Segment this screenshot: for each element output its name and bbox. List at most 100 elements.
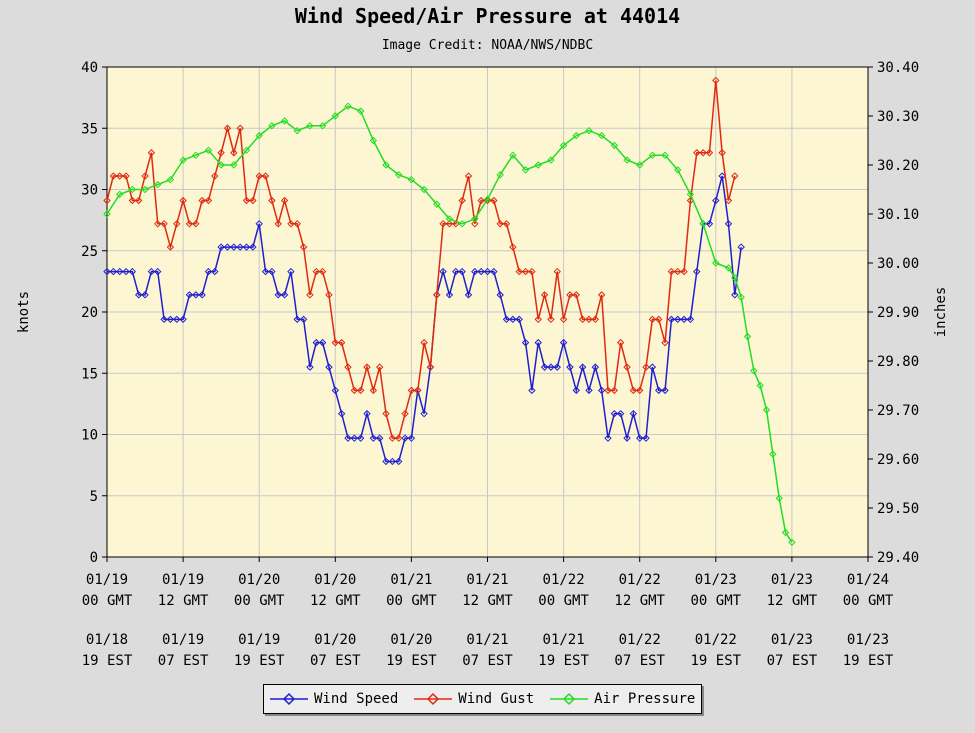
y-right-tick-label: 29.90 <box>877 305 919 321</box>
legend: Wind Speed Wind Gust Air Pressure <box>263 684 703 714</box>
wind-speed-point <box>173 315 181 324</box>
wind-gust-point <box>686 196 695 205</box>
x-est-date-label: 01/20 <box>314 632 356 648</box>
wind-gust-line <box>106 80 736 439</box>
wind-speed-point <box>337 409 346 418</box>
x-gmt-time-label: 00 GMT <box>691 593 742 609</box>
y-right-tick-label: 30.30 <box>877 109 919 125</box>
y-left-tick-label: 5 <box>90 489 98 505</box>
wind-gust-point <box>724 196 733 205</box>
wind-speed-point <box>616 409 625 418</box>
wind-speed-point <box>192 291 200 299</box>
wind-gust-point <box>604 386 612 395</box>
x-est-time-label: 19 EST <box>234 653 285 669</box>
x-est-time-label: 07 EST <box>614 653 665 669</box>
wind-speed-point <box>331 386 340 395</box>
wind-speed-point <box>135 291 143 299</box>
air-pressure-point <box>674 166 682 174</box>
air-pressure-point <box>471 215 479 223</box>
wind-gust-point <box>166 243 175 251</box>
x-gmt-date-label: 01/24 <box>847 572 889 588</box>
wind-speed-point <box>179 315 187 324</box>
wind-speed-point <box>515 315 523 324</box>
wind-speed-point <box>464 291 473 299</box>
wind-speed-point <box>718 172 726 180</box>
y-right-tick-label: 29.40 <box>877 550 919 566</box>
wind-speed-point <box>534 338 542 347</box>
air-pressure-point <box>483 195 492 204</box>
wind-speed-point <box>528 386 536 395</box>
wind-speed-point <box>318 338 327 347</box>
wind-gust-point <box>616 338 625 347</box>
wind-gust-point <box>483 196 492 205</box>
wind-speed-point <box>325 363 333 371</box>
wind-gust-point <box>414 386 422 395</box>
air-pressure-point <box>686 190 695 199</box>
wind-speed-point <box>198 291 206 299</box>
wind-gust-point <box>433 291 441 299</box>
air-pressure-point <box>242 146 251 155</box>
x-gmt-date-label: 01/19 <box>86 572 128 588</box>
wind-gust-point <box>566 291 574 299</box>
wind-speed-point <box>452 267 460 276</box>
air-pressure-point <box>217 161 225 169</box>
wind-speed-point <box>369 434 378 442</box>
wind-gust-legend-icon <box>414 692 453 706</box>
wind-speed-point <box>420 409 428 418</box>
wind-speed-point <box>109 267 118 276</box>
wind-gust-point <box>515 267 523 276</box>
wind-gust-point <box>407 386 416 395</box>
x-est-date-label: 01/23 <box>847 632 889 648</box>
wind-speed-point <box>433 291 441 299</box>
wind-speed-point <box>674 315 682 324</box>
wind-gust-point <box>502 220 511 228</box>
x-est-time-label: 19 EST <box>386 653 437 669</box>
air-pressure-point <box>585 126 593 135</box>
air-pressure-point <box>610 141 619 150</box>
wind-gust-point <box>242 196 251 205</box>
x-gmt-date-label: 01/22 <box>543 572 585 588</box>
wind-gust-point <box>426 363 435 371</box>
wind-gust-point <box>122 172 130 180</box>
wind-gust-point <box>185 220 194 228</box>
wind-speed-point <box>604 434 612 442</box>
x-gmt-date-label: 01/23 <box>771 572 813 588</box>
wind-speed-point <box>236 243 244 251</box>
wind-speed-point <box>502 315 511 324</box>
wind-speed-point <box>439 267 447 276</box>
wind-gust-point <box>147 149 156 157</box>
air-pressure-point <box>648 151 657 159</box>
wind-speed-point <box>350 434 359 442</box>
y-right-tick-label: 29.50 <box>877 501 919 517</box>
y-left-tick-label: 30 <box>81 183 98 199</box>
wind-gust-point <box>680 267 688 276</box>
wind-gust-point <box>674 267 682 276</box>
wind-gust-point <box>261 172 270 180</box>
wind-speed-point <box>737 243 745 251</box>
wind-gust-point <box>661 338 669 347</box>
wind-speed-point <box>661 386 669 395</box>
wind-speed-point <box>521 338 530 347</box>
wind-speed-point <box>401 434 409 442</box>
legend-item-wind-gust: Wind Gust <box>414 691 534 707</box>
wind-gust-point <box>255 172 263 180</box>
wind-gust-point <box>369 386 378 395</box>
wind-speed-point <box>731 291 739 299</box>
wind-gust-point <box>477 196 485 205</box>
air-pressure-point <box>699 220 707 228</box>
air-pressure-point <box>724 264 733 272</box>
y-left-tick-label: 10 <box>81 428 98 444</box>
wind-gust-point <box>173 220 181 228</box>
y-left-tick-label: 0 <box>90 550 98 566</box>
wind-speed-point <box>230 243 238 251</box>
air-pressure-point <box>572 131 580 140</box>
wind-gust-point <box>420 338 428 347</box>
wind-speed-point <box>680 315 688 324</box>
y-right-tick-label: 30.20 <box>877 158 919 174</box>
wind-gust-point <box>198 196 206 205</box>
air-pressure-point <box>597 131 606 140</box>
wind-gust-point <box>655 315 663 324</box>
air-pressure-point <box>737 293 745 302</box>
legend-item-wind-speed: Wind Speed <box>270 691 398 707</box>
